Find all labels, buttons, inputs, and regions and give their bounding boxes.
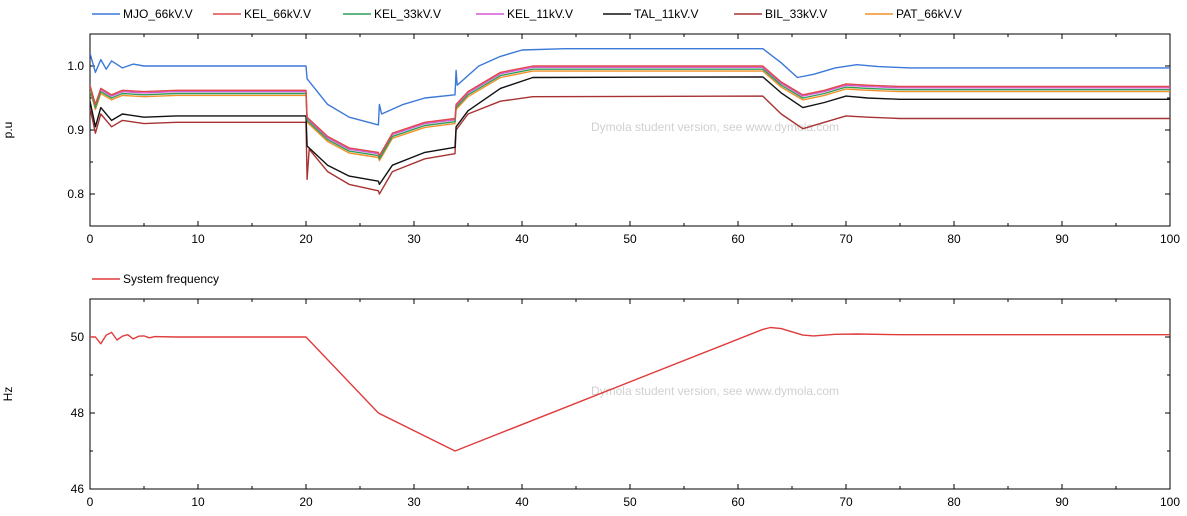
- watermark-text: Dymola student version, see www.dymola.c…: [591, 120, 839, 134]
- legend-entry: TAL_11kV.V: [634, 7, 699, 21]
- x-tick-label: 30: [407, 495, 421, 509]
- x-tick-label: 80: [947, 495, 961, 509]
- y-tick-label: 0.9: [67, 123, 84, 137]
- x-tick-label: 80: [947, 232, 961, 246]
- series-line-bil-33kv-v: [90, 96, 1170, 194]
- y-tick-label: 0.8: [67, 187, 84, 201]
- x-tick-label: 20: [299, 232, 313, 246]
- legend-entry: BIL_33kV.V: [765, 7, 827, 21]
- y-axis-label: p.u: [1, 122, 15, 139]
- x-tick-label: 90: [1055, 495, 1069, 509]
- legend-entry: KEL_11kV.V: [507, 7, 573, 21]
- x-tick-label: 100: [1160, 495, 1180, 509]
- y-axis-label: Hz: [1, 387, 15, 402]
- y-tick-label: 1.0: [67, 59, 84, 73]
- x-tick-label: 100: [1160, 232, 1180, 246]
- series-line-kel-11kv-v: [90, 67, 1170, 157]
- series-line-kel-66kv-v: [90, 66, 1170, 156]
- x-tick-label: 60: [731, 232, 745, 246]
- x-tick-label: 0: [87, 495, 94, 509]
- x-tick-label: 10: [191, 495, 205, 509]
- y-tick-label: 46: [71, 482, 85, 496]
- x-tick-label: 0: [87, 232, 94, 246]
- x-tick-label: 30: [407, 232, 421, 246]
- x-tick-label: 70: [839, 495, 853, 509]
- watermark-text: Dymola student version, see www.dymola.c…: [591, 384, 839, 398]
- y-tick-label: 48: [71, 406, 85, 420]
- x-tick-label: 90: [1055, 232, 1069, 246]
- x-tick-label: 10: [191, 232, 205, 246]
- x-tick-label: 50: [623, 232, 637, 246]
- x-tick-label: 70: [839, 232, 853, 246]
- legend-entry: KEL_33kV.V: [374, 7, 441, 21]
- legend-entry: MJO_66kV.V: [123, 7, 193, 21]
- x-tick-label: 20: [299, 495, 313, 509]
- x-tick-label: 40: [515, 232, 529, 246]
- y-tick-label: 50: [71, 330, 85, 344]
- legend-entry: System frequency: [123, 272, 219, 286]
- legend-entry: KEL_66kV.V: [244, 7, 311, 21]
- series-line-kel-33kv-v: [90, 69, 1170, 159]
- x-tick-label: 60: [731, 495, 745, 509]
- legend-entry: PAT_66kV.V: [896, 7, 962, 21]
- x-tick-label: 50: [623, 495, 637, 509]
- x-tick-label: 40: [515, 495, 529, 509]
